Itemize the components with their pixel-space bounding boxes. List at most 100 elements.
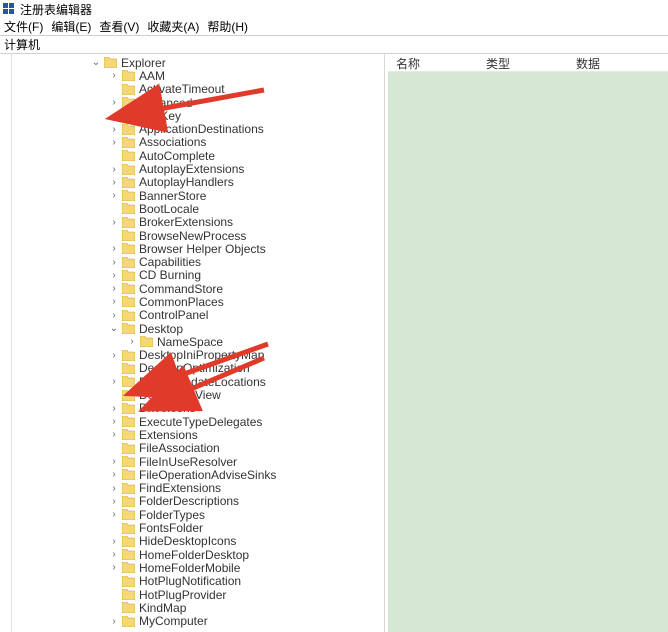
expand-toggle-icon[interactable] bbox=[108, 483, 120, 494]
tree-node[interactable]: DriveIcons bbox=[12, 402, 384, 415]
tree-node[interactable]: HomeFolderMobile bbox=[12, 561, 384, 574]
expand-toggle-icon[interactable] bbox=[108, 217, 120, 228]
tree-node[interactable]: FileAssociation bbox=[12, 442, 384, 455]
tree-node[interactable]: CD Burning bbox=[12, 269, 384, 282]
expand-toggle-icon[interactable] bbox=[108, 283, 120, 294]
expand-toggle-icon[interactable] bbox=[108, 243, 120, 254]
menu-help[interactable]: 帮助(H) bbox=[207, 18, 248, 35]
app-icon bbox=[2, 2, 16, 16]
tree-node[interactable]: KindMap bbox=[12, 601, 384, 614]
expand-toggle-icon[interactable] bbox=[108, 616, 120, 627]
expand-toggle-icon[interactable] bbox=[108, 110, 120, 121]
tree-node[interactable]: ActivateTimeout bbox=[12, 83, 384, 96]
tree-node[interactable]: BrokerExtensions bbox=[12, 216, 384, 229]
expand-toggle-icon[interactable] bbox=[108, 190, 120, 201]
tree-node[interactable]: HomeFolderDesktop bbox=[12, 548, 384, 561]
col-name[interactable]: 名称 bbox=[388, 54, 478, 71]
expand-toggle-icon[interactable] bbox=[108, 296, 120, 307]
tree-node[interactable]: AAM bbox=[12, 69, 384, 82]
expand-toggle-icon[interactable] bbox=[108, 270, 120, 281]
tree-node[interactable]: DesktopIniPropertyMap bbox=[12, 349, 384, 362]
tree-node[interactable]: NameSpace bbox=[12, 335, 384, 348]
expand-toggle-icon[interactable] bbox=[108, 310, 120, 321]
expand-toggle-icon[interactable] bbox=[108, 536, 120, 547]
tree-pane[interactable]: Explorer AAM ActivateTimeout Advanced Ap… bbox=[12, 54, 384, 632]
menu-edit[interactable]: 编辑(E) bbox=[51, 18, 91, 35]
expand-toggle-icon[interactable] bbox=[108, 350, 120, 361]
menu-view[interactable]: 查看(V) bbox=[99, 18, 139, 35]
tree-node[interactable]: BannerStore bbox=[12, 189, 384, 202]
expand-toggle-icon[interactable] bbox=[108, 429, 120, 440]
expand-toggle-icon[interactable] bbox=[108, 323, 120, 334]
folder-icon bbox=[122, 310, 135, 321]
expand-toggle-icon[interactable] bbox=[108, 562, 120, 573]
tree-node-label: FileInUseResolver bbox=[139, 455, 237, 469]
tree-node[interactable]: FileInUseResolver bbox=[12, 455, 384, 468]
tree-node[interactable]: ApplicationDestinations bbox=[12, 122, 384, 135]
tree-node[interactable]: BrowseNewProcess bbox=[12, 229, 384, 242]
tree-node[interactable]: HideDesktopIcons bbox=[12, 535, 384, 548]
tree-node[interactable]: FontsFolder bbox=[12, 521, 384, 534]
tree-node-label: Associations bbox=[139, 135, 206, 149]
expand-toggle-icon[interactable] bbox=[108, 416, 120, 427]
tree-node[interactable]: DesktopOptimization bbox=[12, 362, 384, 375]
tree-node[interactable]: Browser Helper Objects bbox=[12, 242, 384, 255]
menu-file[interactable]: 文件(F) bbox=[4, 18, 43, 35]
tree-node[interactable]: Desktop bbox=[12, 322, 384, 335]
col-type[interactable]: 类型 bbox=[478, 54, 568, 71]
expand-toggle-icon[interactable] bbox=[90, 57, 102, 68]
expand-toggle-icon[interactable] bbox=[126, 336, 138, 347]
right-pane: 名称 类型 数据 bbox=[388, 54, 668, 632]
tree-node[interactable]: FindExtensions bbox=[12, 482, 384, 495]
expand-toggle-icon[interactable] bbox=[108, 124, 120, 135]
tree-node[interactable]: DeviceUpdateLocations bbox=[12, 375, 384, 388]
tree-node-label: FolderDescriptions bbox=[139, 494, 239, 508]
expand-toggle-icon[interactable] bbox=[108, 177, 120, 188]
tree-node[interactable]: CommandStore bbox=[12, 282, 384, 295]
menu-favorites[interactable]: 收藏夹(A) bbox=[147, 18, 199, 35]
folder-icon bbox=[122, 469, 135, 480]
tree-node[interactable]: Capabilities bbox=[12, 255, 384, 268]
tree-node[interactable]: AppKey bbox=[12, 109, 384, 122]
expand-toggle-icon[interactable] bbox=[108, 164, 120, 175]
tree-node[interactable]: HotPlugNotification bbox=[12, 575, 384, 588]
folder-icon bbox=[122, 549, 135, 560]
folder-icon bbox=[122, 350, 135, 361]
folder-icon bbox=[122, 509, 135, 520]
expand-toggle-icon[interactable] bbox=[108, 70, 120, 81]
expand-toggle-icon[interactable] bbox=[108, 257, 120, 268]
tree-node[interactable]: Explorer bbox=[12, 56, 384, 69]
expand-toggle-icon[interactable] bbox=[108, 509, 120, 520]
folder-icon bbox=[122, 257, 135, 268]
expand-toggle-icon[interactable] bbox=[108, 97, 120, 108]
tree-node-label: FindExtensions bbox=[139, 481, 221, 495]
expand-toggle-icon[interactable] bbox=[108, 376, 120, 387]
folder-icon bbox=[122, 164, 135, 175]
col-data[interactable]: 数据 bbox=[568, 54, 668, 71]
tree-node[interactable]: ExecuteTypeDelegates bbox=[12, 415, 384, 428]
expand-toggle-icon[interactable] bbox=[108, 456, 120, 467]
expand-toggle-icon[interactable] bbox=[108, 403, 120, 414]
tree-node[interactable]: AutoplayHandlers bbox=[12, 176, 384, 189]
tree-node[interactable]: ControlPanel bbox=[12, 309, 384, 322]
expand-toggle-icon[interactable] bbox=[108, 496, 120, 507]
addressbar[interactable]: 计算机 bbox=[0, 36, 668, 54]
expand-toggle-icon[interactable] bbox=[108, 469, 120, 480]
tree-node[interactable]: Associations bbox=[12, 136, 384, 149]
tree-node[interactable]: MyComputer bbox=[12, 614, 384, 627]
folder-icon bbox=[122, 97, 135, 108]
expand-toggle-icon[interactable] bbox=[108, 137, 120, 148]
tree-node[interactable]: FileOperationAdviseSinks bbox=[12, 468, 384, 481]
expand-toggle-icon[interactable] bbox=[108, 549, 120, 560]
list-body[interactable] bbox=[388, 72, 668, 632]
tree-node[interactable]: Extensions bbox=[12, 428, 384, 441]
tree-node[interactable]: HotPlugProvider bbox=[12, 588, 384, 601]
tree-node[interactable]: DocObjectView bbox=[12, 388, 384, 401]
tree-node[interactable]: CommonPlaces bbox=[12, 295, 384, 308]
tree-node[interactable]: FolderDescriptions bbox=[12, 495, 384, 508]
tree-node[interactable]: AutoplayExtensions bbox=[12, 162, 384, 175]
tree-node[interactable]: FolderTypes bbox=[12, 508, 384, 521]
tree-node[interactable]: AutoComplete bbox=[12, 149, 384, 162]
tree-node[interactable]: BootLocale bbox=[12, 202, 384, 215]
tree-node[interactable]: Advanced bbox=[12, 96, 384, 109]
